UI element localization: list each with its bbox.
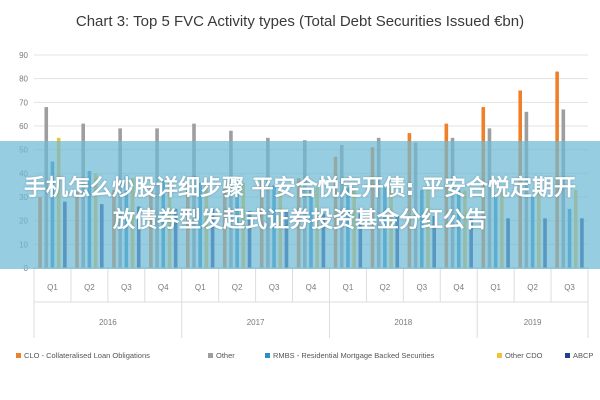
x-tick-label: Q3	[564, 283, 575, 292]
legend-label: Other CDO	[505, 351, 543, 360]
legend-swatch	[16, 353, 21, 358]
overlay-banner: 手机怎么炒股详细步骤 平安合悦定开债: 平安合悦定期开放债券型发起式证券投资基金…	[0, 141, 600, 269]
legend-swatch	[208, 353, 213, 358]
x-tick-label: Q3	[121, 283, 132, 292]
chart-title: Chart 3: Top 5 FVC Activity types (Total…	[76, 13, 524, 30]
x-tick-label: Q3	[269, 283, 280, 292]
x-tick-label: Q1	[47, 283, 58, 292]
legend-swatch	[497, 353, 502, 358]
legend-label: Other	[216, 351, 235, 360]
x-tick-label: Q4	[453, 283, 464, 292]
y-tick-label: 70	[19, 98, 28, 107]
x-tick-label: Q2	[527, 283, 538, 292]
year-label: 2017	[247, 318, 265, 327]
overlay-banner-text: 手机怎么炒股详细步骤 平安合悦定开债: 平安合悦定期开放债券型发起式证券投资基金…	[23, 176, 577, 233]
x-tick-label: Q2	[380, 283, 391, 292]
x-tick-label: Q4	[158, 283, 169, 292]
y-tick-label: 90	[19, 51, 28, 60]
year-label: 2018	[394, 318, 412, 327]
x-tick-label: Q1	[490, 283, 501, 292]
y-tick-label: 80	[19, 75, 28, 84]
y-tick-label: 60	[19, 122, 28, 131]
legend-label: CLO - Collateralised Loan Obligations	[24, 351, 150, 360]
x-tick-label: Q4	[306, 283, 317, 292]
x-tick-label: Q1	[195, 283, 206, 292]
year-label: 2019	[524, 318, 542, 327]
legend-swatch	[565, 353, 570, 358]
x-tick-label: Q2	[84, 283, 95, 292]
x-tick-label: Q2	[232, 283, 243, 292]
legend-swatch	[265, 353, 270, 358]
x-axis: Q1 Q2 Q3 Q4 Q1 Q2 Q3 Q4 Q1 Q2 Q3 Q4 Q1 Q2 Q3 2016 2017 20…	[33, 267, 589, 338]
legend-label: ABCP	[573, 351, 593, 360]
x-tick-label: Q1	[343, 283, 354, 292]
legend: CLO - Collateralised Loan Obligations Oth…	[16, 351, 593, 360]
year-label: 2016	[99, 318, 117, 327]
x-tick-label: Q3	[416, 283, 427, 292]
legend-label: RMBS - Residential Mortgage Backed Secur…	[273, 351, 435, 360]
